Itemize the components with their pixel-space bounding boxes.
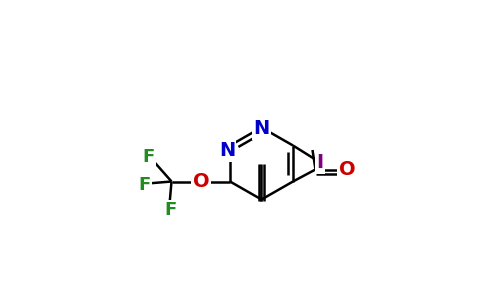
Text: N: N xyxy=(254,119,270,139)
Text: O: O xyxy=(193,172,209,191)
Text: F: F xyxy=(138,176,151,194)
Text: I: I xyxy=(317,153,324,172)
Text: F: F xyxy=(143,148,155,166)
Text: O: O xyxy=(339,160,355,179)
Text: F: F xyxy=(164,201,176,219)
Text: N: N xyxy=(219,141,235,160)
